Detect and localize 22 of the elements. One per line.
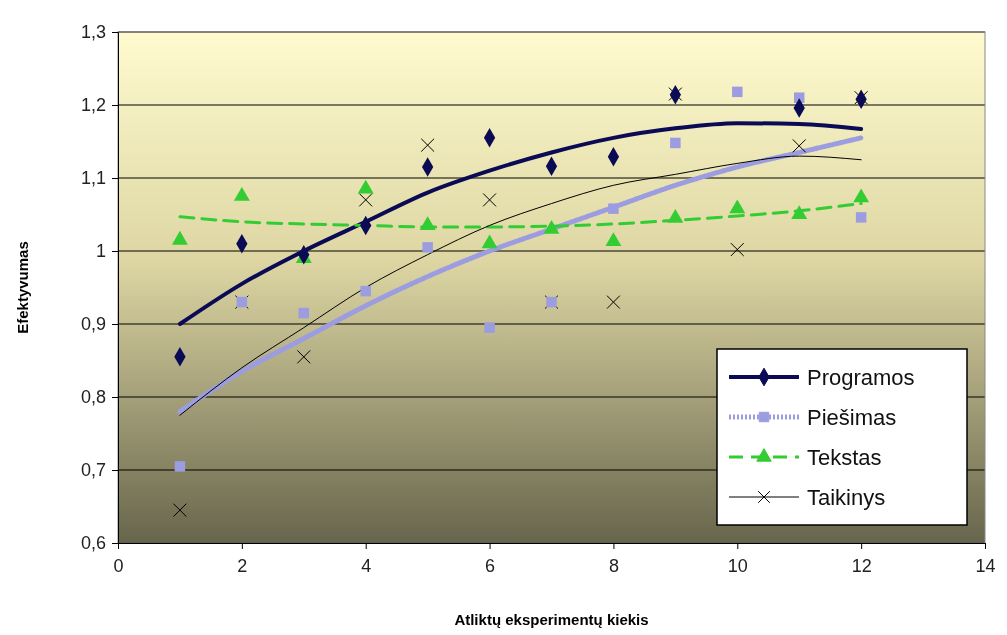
x-tick-label: 12	[851, 555, 872, 576]
x-tick-label: 0	[113, 555, 124, 576]
legend-label: Piešimas	[807, 405, 897, 430]
x-tick-label: 14	[975, 555, 996, 576]
y-tick-label: 1,3	[80, 22, 106, 43]
y-tick-label: 0,8	[80, 387, 106, 408]
x-tick-label: 10	[727, 555, 748, 576]
y-tick-label: 0,7	[80, 460, 106, 481]
legend-label: Tekstas	[807, 445, 882, 470]
y-tick-label: 0,6	[80, 533, 106, 554]
legend-label: Taikinys	[807, 485, 886, 510]
y-tick-label: 1,2	[80, 95, 106, 116]
x-axis-title: Atliktų eksperimentų kiekis	[454, 611, 649, 628]
y-axis-title: Efektyvumas	[14, 241, 31, 334]
y-tick-label: 1,1	[80, 168, 106, 189]
legend-label: Programos	[807, 365, 915, 390]
x-tick-label: 8	[608, 555, 619, 576]
y-tick-label: 1	[95, 241, 106, 262]
x-tick-label: 6	[485, 555, 496, 576]
x-tick-label: 4	[361, 555, 372, 576]
x-tick-label: 2	[237, 555, 248, 576]
y-tick-label: 0,9	[80, 314, 106, 335]
